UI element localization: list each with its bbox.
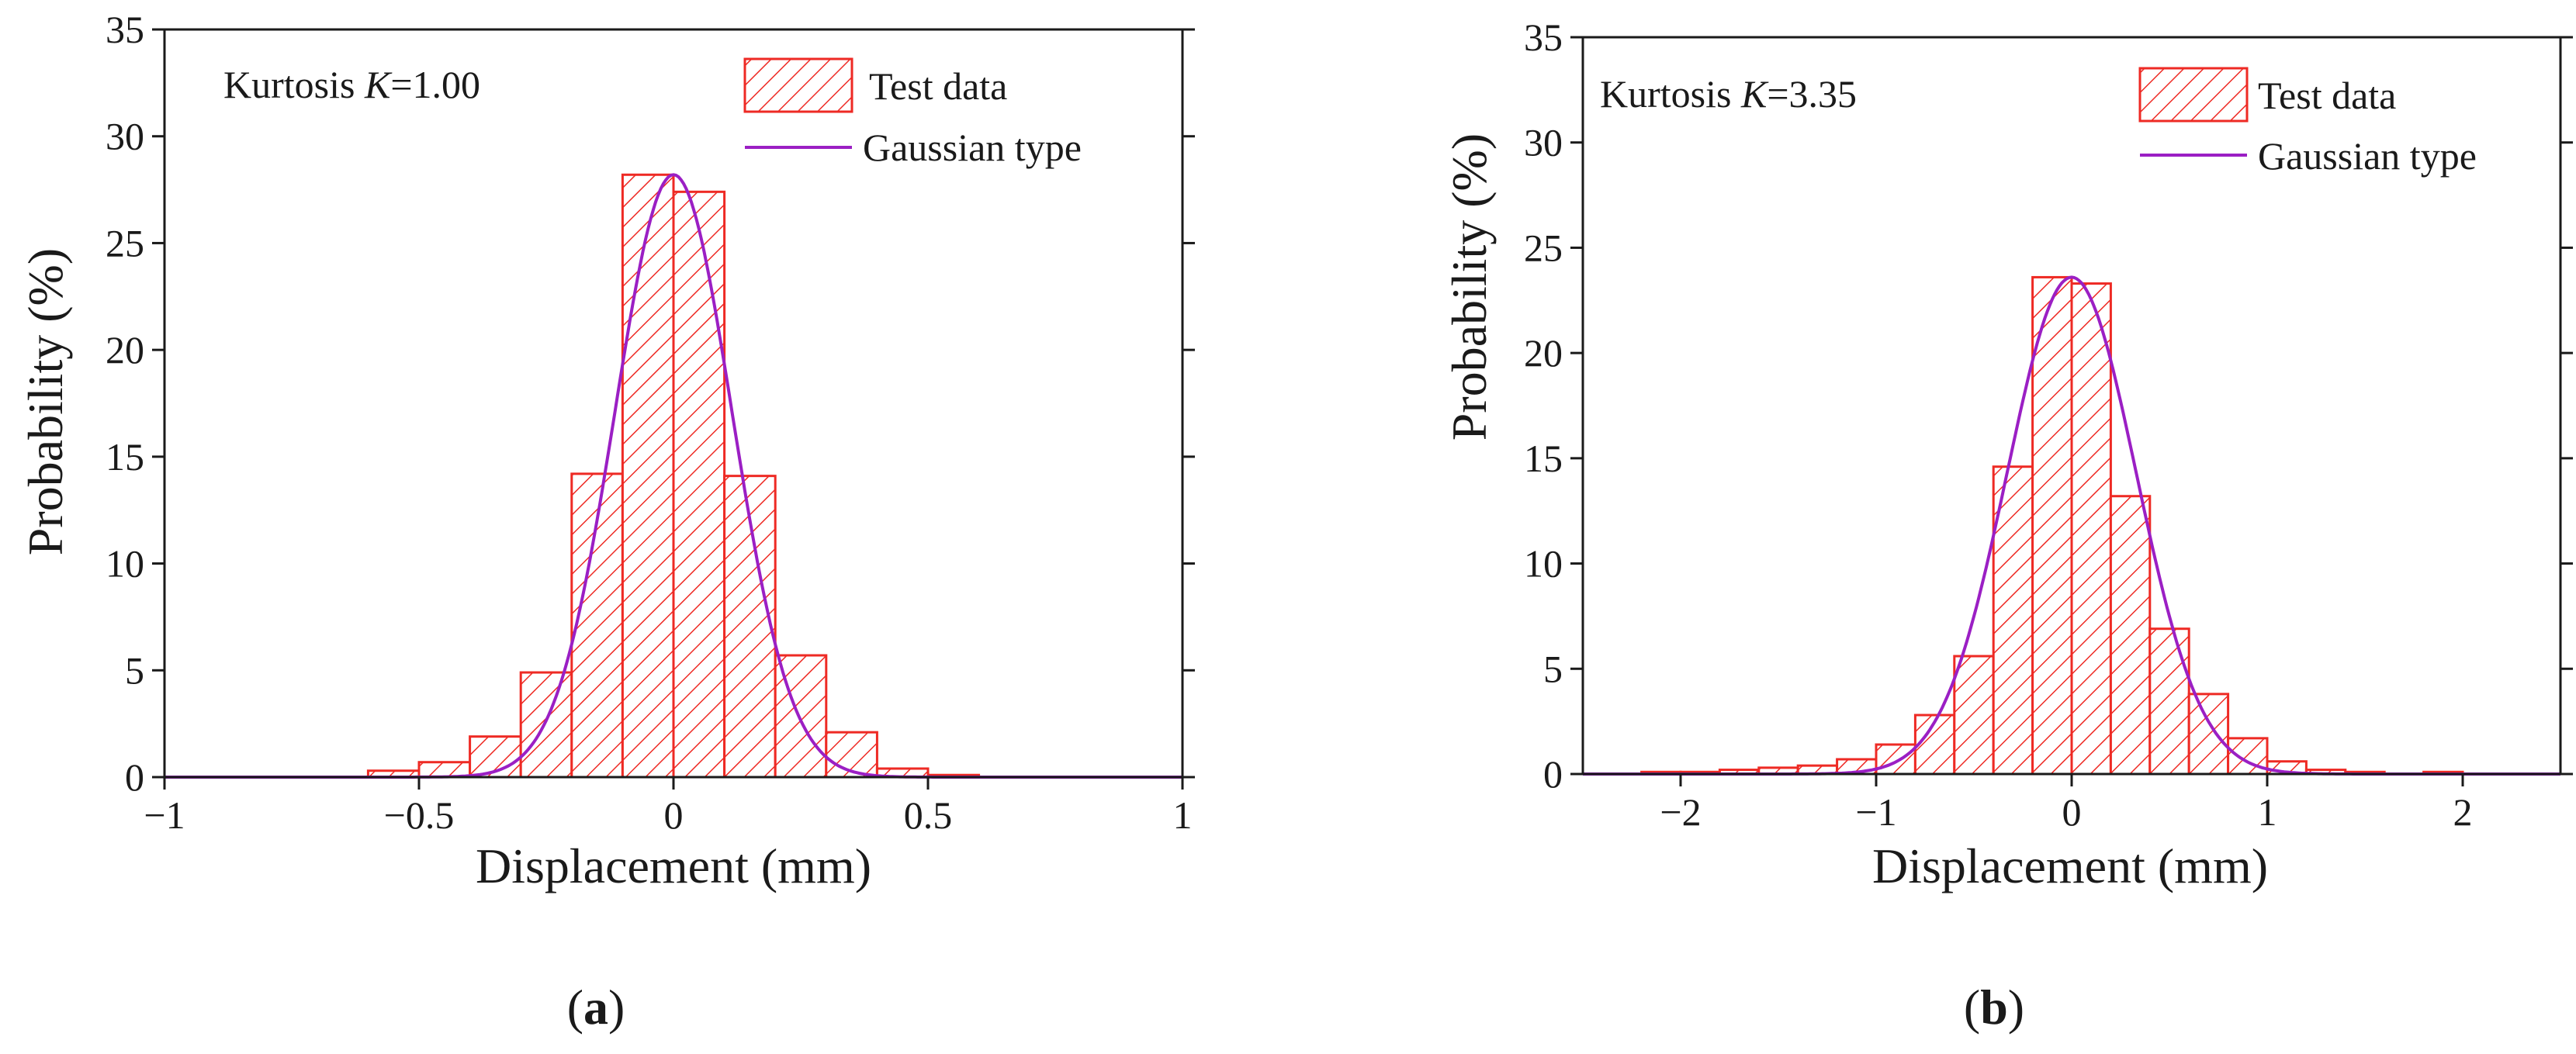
panel-b-bar bbox=[2109, 495, 2152, 776]
panel-b-y-tick-label: 35 bbox=[1524, 16, 1563, 59]
panel-a-y-axis-title: Probability (%) bbox=[18, 248, 73, 555]
panel-b-y-tick-label: 20 bbox=[1524, 331, 1563, 375]
panel-b-x-tick-label: 2 bbox=[2453, 790, 2473, 834]
panel-b-y-tick-label: 5 bbox=[1543, 647, 1563, 690]
panel-b-y-tick-label: 15 bbox=[1524, 437, 1563, 480]
panel-b-x-axis-title: Displacement (mm) bbox=[1872, 838, 2268, 893]
panel-b-legend-line-label: Gaussian type bbox=[2258, 134, 2477, 178]
panel-b-y-tick-label: 25 bbox=[1524, 226, 1563, 269]
panel-a-x-ticks: −1 −0.5 0 0.5 1 bbox=[144, 777, 1193, 837]
panel-a-bars bbox=[366, 173, 981, 779]
chart-panel-a: −1 −0.5 0 0.5 1 0 5 10 15 20 25 30 35 Displacement … bbox=[18, 8, 1195, 1035]
panel-a-x-tick-label: 1 bbox=[1173, 793, 1193, 837]
panel-a-y-tick-label: 35 bbox=[106, 8, 144, 51]
panel-a-y-tick-label: 10 bbox=[106, 542, 144, 586]
panel-a-kurtosis-annotation: Kurtosis K=1.00 bbox=[223, 63, 480, 106]
panel-a-legend-bar-label: Test data bbox=[869, 64, 1007, 108]
panel-a-y-tick-label: 25 bbox=[106, 221, 144, 264]
panel-b-y-ticks: 0 5 10 15 20 25 30 35 bbox=[1524, 16, 2573, 796]
panel-a-caption: (a) bbox=[567, 980, 625, 1035]
panel-b-legend: Test data Gaussian type bbox=[2138, 67, 2477, 178]
panel-b-y-tick-label: 10 bbox=[1524, 542, 1563, 586]
panel-a-bar bbox=[672, 190, 726, 779]
panel-a-legend-bar-swatch bbox=[743, 57, 853, 113]
panel-b-bar bbox=[2187, 693, 2230, 776]
panel-b-bar bbox=[2031, 275, 2073, 776]
panel-b-x-tick-label: 0 bbox=[2062, 790, 2082, 834]
panel-a-y-tick-label: 5 bbox=[125, 648, 144, 692]
panel-a-legend-line-label: Gaussian type bbox=[863, 126, 1082, 169]
panel-a-y-ticks: 0 5 10 15 20 25 30 35 bbox=[106, 8, 1195, 799]
panel-a-legend: Test data Gaussian type bbox=[743, 57, 1082, 169]
panel-b-x-tick-label: −1 bbox=[1855, 790, 1896, 834]
panel-a-y-tick-label: 15 bbox=[106, 435, 144, 479]
panel-b-x-tick-label: −2 bbox=[1660, 790, 1701, 834]
panel-b-y-tick-label: 30 bbox=[1524, 121, 1563, 164]
panel-b-kurtosis-annotation: Kurtosis K=3.35 bbox=[1600, 72, 1857, 116]
panel-b-bar bbox=[2070, 282, 2112, 776]
panel-a-y-tick-label: 20 bbox=[106, 328, 144, 371]
panel-a-x-tick-label: −1 bbox=[144, 793, 185, 837]
panel-b-bars bbox=[1640, 275, 2464, 776]
panel-a-bar bbox=[519, 671, 573, 779]
panel-b-legend-bar-label: Test data bbox=[2258, 74, 2396, 117]
panel-a-x-axis-title: Displacement (mm) bbox=[476, 838, 871, 893]
chart-panel-b: −2 −1 0 1 2 0 5 10 15 20 25 30 35 Displacement (mm)… bbox=[1442, 16, 2573, 1035]
panel-b-bar bbox=[2148, 627, 2190, 776]
panel-a-x-tick-label: 0.5 bbox=[904, 793, 953, 837]
panel-a-x-tick-label: −0.5 bbox=[384, 793, 455, 837]
panel-b-bar bbox=[1953, 655, 1995, 776]
panel-b-y-axis-title: Probability (%) bbox=[1442, 133, 1497, 441]
panel-b-bar bbox=[1875, 743, 1916, 776]
panel-b-x-ticks: −2 −1 0 1 2 bbox=[1660, 774, 2473, 834]
panel-b-caption: (b) bbox=[1964, 980, 2024, 1035]
panel-a-bar bbox=[621, 173, 675, 779]
panel-b-y-tick-label: 0 bbox=[1543, 752, 1563, 796]
panel-a-x-tick-label: 0 bbox=[664, 793, 684, 837]
panel-a-y-tick-label: 30 bbox=[106, 115, 144, 158]
panel-b-x-tick-label: 1 bbox=[2258, 790, 2277, 834]
panel-b-legend-bar-swatch bbox=[2138, 67, 2249, 123]
panel-a-y-tick-label: 0 bbox=[125, 755, 144, 799]
